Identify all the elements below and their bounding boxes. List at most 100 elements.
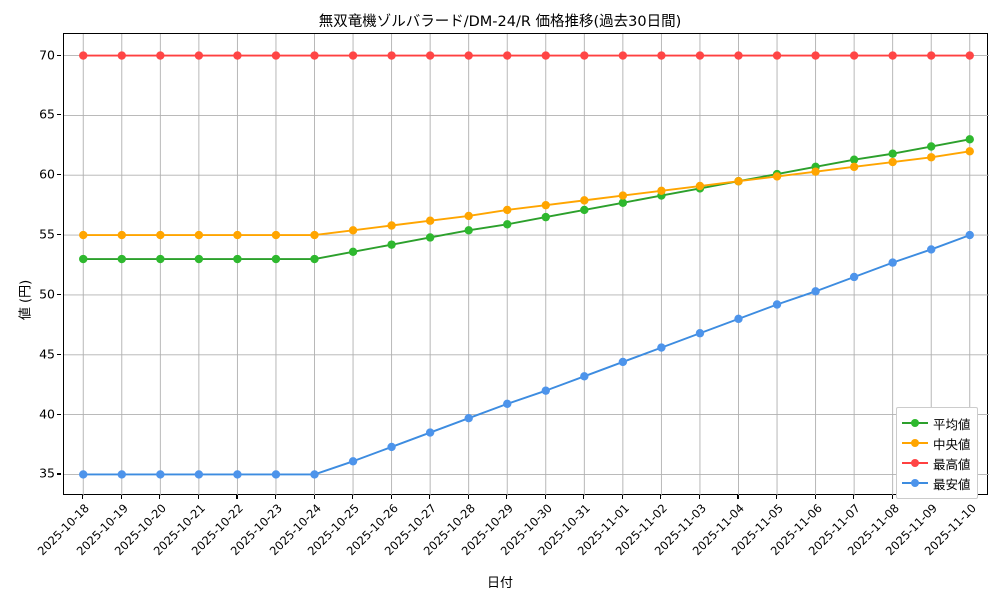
legend-item[interactable]: 平均値 — [902, 413, 971, 433]
x-tick-mark — [583, 495, 585, 499]
data-point-marker — [772, 172, 782, 181]
data-point-marker — [271, 254, 281, 264]
data-point-marker — [849, 272, 859, 282]
data-point-marker — [541, 386, 550, 395]
data-point-marker — [310, 230, 319, 240]
data-point-marker — [657, 51, 666, 60]
data-point-marker — [79, 470, 88, 479]
y-tick-label: 65 — [39, 106, 55, 122]
data-series-layer — [79, 51, 974, 479]
data-point-marker — [580, 51, 589, 60]
data-point-marker — [464, 414, 473, 423]
data-point-marker — [425, 216, 435, 225]
data-point-marker — [927, 245, 936, 254]
data-point-marker — [79, 51, 88, 60]
data-point-marker — [310, 254, 319, 264]
data-point-marker — [464, 226, 473, 235]
data-point-marker — [618, 51, 628, 60]
x-tick-mark — [236, 495, 238, 499]
x-tick-mark — [82, 495, 84, 499]
data-point-marker — [888, 149, 897, 158]
data-point-marker — [233, 470, 242, 479]
data-point-marker — [965, 230, 974, 240]
data-point-marker — [580, 372, 589, 381]
series-line — [82, 150, 971, 237]
x-tick-mark — [698, 495, 701, 499]
data-point-marker — [79, 254, 88, 264]
data-point-marker — [695, 51, 705, 60]
data-point-marker — [117, 254, 126, 264]
data-point-marker — [541, 51, 550, 60]
data-point-marker — [156, 230, 165, 240]
data-point-marker — [348, 457, 358, 466]
data-point-marker — [503, 205, 512, 215]
data-point-marker — [425, 233, 435, 242]
data-point-marker — [927, 153, 936, 162]
chart-title: 無双竜機ゾルバラード/DM-24/R 価格推移(過去30日間) — [318, 14, 682, 30]
y-tick-label: 35 — [39, 465, 55, 481]
legend-swatch-max-icon — [902, 456, 928, 470]
legend-label: 中央値 — [933, 436, 971, 452]
data-point-marker — [117, 51, 126, 60]
y-tick-mark — [57, 353, 61, 355]
x-tick-mark — [390, 495, 392, 499]
data-point-marker — [348, 247, 358, 257]
legend-swatch-min-icon — [902, 476, 928, 490]
y-tick-mark — [57, 174, 61, 176]
legend-item[interactable]: 最安値 — [902, 473, 971, 493]
x-tick-mark — [853, 495, 855, 499]
data-point-marker — [965, 147, 974, 156]
data-point-marker — [117, 470, 126, 479]
x-axis-label: 日付 — [486, 576, 513, 591]
data-point-marker — [503, 51, 512, 60]
legend-item[interactable]: 中央値 — [902, 433, 971, 453]
x-tick-mark — [429, 495, 431, 499]
y-tick-label: 60 — [39, 166, 55, 182]
data-point-marker — [310, 51, 319, 60]
data-point-marker — [657, 343, 666, 352]
x-tick-mark — [544, 495, 546, 499]
legend-swatch-median-icon — [902, 436, 928, 450]
x-axis-tick-labels: 2025-10-18 2025-10-19 2025-10-20 2025-10-21… — [35, 495, 988, 585]
x-tick-mark — [159, 495, 161, 499]
data-point-marker — [734, 314, 743, 324]
data-point-marker — [156, 51, 165, 60]
x-tick-mark — [274, 495, 277, 499]
data-point-marker — [156, 470, 165, 479]
data-point-marker — [734, 177, 743, 186]
legend-item[interactable]: 最高値 — [902, 453, 971, 473]
data-point-marker — [194, 51, 204, 60]
x-tick-mark — [660, 495, 662, 499]
data-point-marker — [888, 157, 897, 167]
data-point-marker — [348, 51, 358, 60]
plot-area — [63, 33, 989, 496]
data-point-marker — [657, 186, 666, 195]
x-tick-mark — [352, 495, 354, 499]
data-point-marker — [965, 135, 974, 144]
y-tick-mark — [57, 114, 61, 116]
data-point-marker — [618, 357, 628, 367]
data-point-marker — [387, 442, 396, 452]
data-point-marker — [348, 226, 358, 235]
y-tick-label: 55 — [39, 226, 55, 242]
data-point-marker — [271, 51, 281, 60]
x-tick-mark — [197, 495, 199, 499]
data-point-marker — [849, 51, 859, 60]
x-tick-mark — [776, 495, 778, 499]
data-point-marker — [927, 142, 936, 151]
data-point-marker — [233, 254, 242, 264]
legend-label: 平均値 — [933, 416, 971, 432]
data-point-marker — [965, 51, 974, 60]
y-tick-label: 40 — [39, 406, 55, 422]
data-point-marker — [464, 51, 473, 60]
series-line — [82, 234, 971, 476]
data-point-marker — [233, 230, 242, 240]
data-point-marker — [811, 287, 820, 296]
data-point-marker — [580, 205, 589, 215]
y-tick-mark — [57, 473, 61, 475]
data-point-marker — [811, 51, 820, 60]
y-tick-label: 45 — [39, 346, 55, 362]
data-point-marker — [464, 211, 473, 221]
x-tick-mark — [467, 495, 469, 499]
x-tick-mark — [814, 495, 816, 499]
